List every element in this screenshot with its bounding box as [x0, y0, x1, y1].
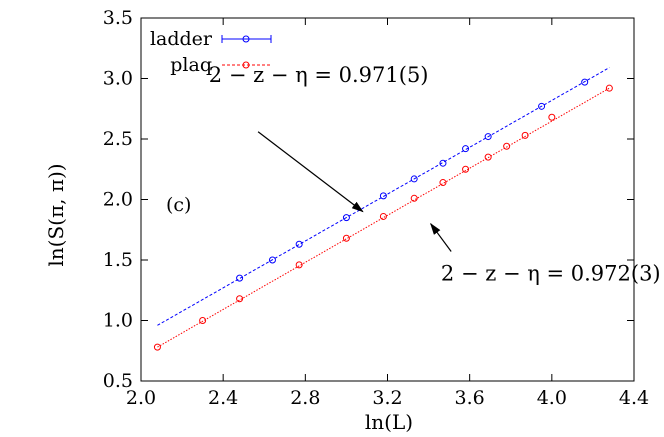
fit-line-plaq: [157, 87, 610, 348]
data-point-ladder: [342, 214, 350, 222]
y-tick-label: 3.5: [103, 7, 133, 29]
data-point-ladder: [379, 192, 387, 200]
data-point-ladder: [538, 102, 546, 110]
legend-label-ladder: ladder: [150, 28, 213, 50]
annotation-arrow: [257, 131, 364, 213]
fit-lines: [157, 67, 610, 348]
data-point-plaq: [410, 194, 418, 202]
legend-label-plaq: plaq: [170, 54, 212, 76]
x-tick-label: 4.4: [619, 387, 649, 409]
annotation-arrows: [257, 131, 452, 252]
legend-sample-plaq: [222, 61, 271, 69]
data-point-ladder: [236, 274, 244, 282]
annotation-ladder-exponent: 2 − z − η = 0.971(5): [209, 63, 429, 87]
data-point-plaq: [605, 84, 613, 92]
x-tick-label: 4.0: [537, 387, 567, 409]
data-point-ladder: [484, 133, 492, 141]
data-point-plaq: [503, 142, 511, 150]
data-point-plaq: [521, 131, 529, 139]
data-point-plaq: [199, 317, 207, 324]
x-tick-label: 2.8: [290, 387, 320, 409]
y-tick-label: 1.5: [103, 249, 133, 271]
x-axis-label: ln(L): [365, 410, 413, 434]
data-points: [153, 78, 613, 351]
data-point-ladder: [410, 175, 418, 183]
x-tick-label: 2.4: [208, 387, 238, 409]
fit-line-ladder: [157, 67, 610, 326]
x-tick-label: 3.6: [455, 387, 485, 409]
y-tick-label: 2.0: [103, 189, 133, 211]
data-point-ladder: [462, 145, 470, 153]
legend-sample-ladder: [221, 35, 272, 43]
data-point-plaq: [295, 261, 303, 269]
data-point-plaq: [548, 113, 556, 121]
axes: 2.0 2.4 2.8 3.2 3.6 4.0 4.4 0.5 1.0 1.5 2.0 2.5 3.0 3…: [103, 7, 649, 409]
legend-marker-ladder: [242, 35, 250, 43]
y-axis-label: ln(S(π, π)): [44, 163, 68, 266]
data-point-plaq: [153, 343, 161, 351]
data-point-ladder: [581, 78, 589, 86]
annotation-arrow: [430, 222, 452, 252]
x-tick-label: 2.0: [126, 387, 156, 409]
data-point-plaq: [236, 295, 244, 303]
legend: ladder plaq: [150, 28, 272, 76]
data-point-plaq: [484, 153, 492, 161]
y-tick-label: 3.0: [103, 68, 133, 90]
annotation-plaq-exponent: 2 − z − η = 0.972(3): [441, 262, 661, 286]
data-point-ladder: [439, 159, 447, 167]
data-point-plaq: [379, 212, 387, 220]
data-point-ladder: [268, 256, 276, 264]
data-point-plaq: [439, 179, 447, 187]
data-point-ladder: [295, 240, 303, 248]
x-tick-label: 3.2: [372, 387, 402, 409]
panel-label: (c): [166, 194, 191, 216]
y-tick-label: 2.5: [103, 128, 133, 150]
y-tick-label: 1.0: [103, 310, 133, 332]
data-point-plaq: [462, 165, 470, 173]
legend-marker-plaq: [242, 61, 250, 69]
data-point-plaq: [342, 234, 350, 242]
y-tick-label: 0.5: [103, 370, 133, 392]
